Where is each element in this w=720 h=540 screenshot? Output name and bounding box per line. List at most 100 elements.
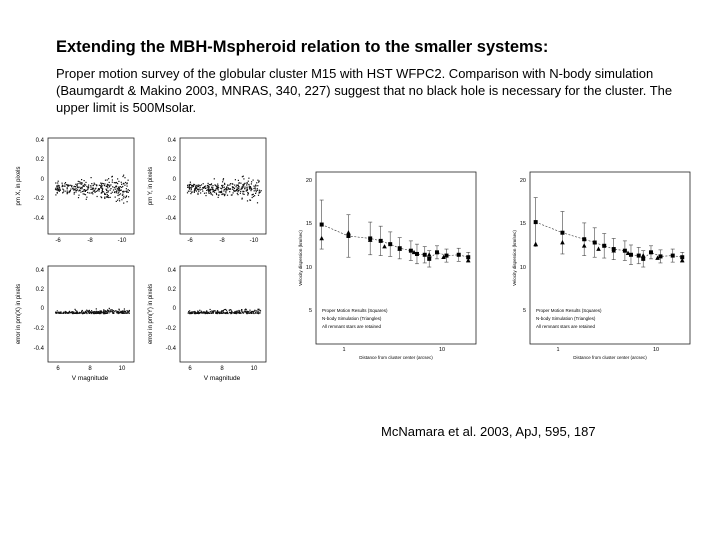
scatter-point <box>203 192 206 194</box>
scatter-point <box>216 193 218 196</box>
square-point <box>592 240 597 245</box>
scatter-point <box>96 184 98 186</box>
tr-xtick: -10 <box>250 238 259 244</box>
scatter-point <box>195 187 197 189</box>
scatter-point <box>95 308 97 310</box>
square-point <box>346 233 351 238</box>
scatter-point <box>202 311 204 313</box>
scatter-point <box>67 185 69 187</box>
scatter-point <box>194 184 196 186</box>
scatter-point <box>122 175 124 178</box>
scatter-point <box>190 187 192 189</box>
scatter-point <box>242 312 245 314</box>
scatter-point <box>224 312 226 314</box>
scatter-point <box>249 199 251 201</box>
scatter-point <box>105 185 107 187</box>
scatter-point <box>122 190 124 192</box>
scatter-point <box>83 193 85 195</box>
scatter-point <box>81 190 84 193</box>
scatter-point <box>73 191 75 194</box>
scatter-point <box>209 312 211 314</box>
scatter-point <box>220 312 222 314</box>
scatter-point <box>106 185 108 187</box>
scatter-point <box>113 312 115 314</box>
scatter-point <box>233 187 236 190</box>
scatter-point <box>256 202 259 204</box>
scatter-point <box>257 179 259 181</box>
scatter-point <box>229 309 231 311</box>
scatter-point <box>75 191 77 193</box>
scatter-point <box>66 312 68 314</box>
scatter-point <box>128 310 130 312</box>
scatter-point <box>248 186 250 189</box>
scatter-point <box>100 183 103 185</box>
scatter-point <box>106 312 108 314</box>
scatter-point <box>86 185 88 188</box>
scatter-point <box>226 188 228 190</box>
scatter-point <box>77 187 79 189</box>
scatter-point <box>57 189 59 191</box>
square-point <box>408 248 413 253</box>
proper-motion-scatter-panels: 0.4 0.2 0 -0.2 -0.4 0.4 0.2 0 -0.2 -0.4 … <box>16 137 267 382</box>
scatter-point <box>57 180 59 182</box>
square-point <box>388 242 393 247</box>
scatter-point <box>94 191 96 193</box>
br-xtick: 10 <box>251 366 258 372</box>
scatter-point <box>241 187 243 189</box>
scatter-point <box>113 187 115 189</box>
scatter-point <box>119 193 122 195</box>
scatter-point <box>116 181 118 184</box>
scatter-point <box>238 312 240 314</box>
scatter-point <box>188 312 190 314</box>
scatter-point <box>235 186 237 188</box>
scatter-point <box>126 190 128 192</box>
scatter-point <box>231 310 233 312</box>
scatter-point <box>87 187 89 189</box>
scatter-point <box>116 311 118 313</box>
scatter-point <box>80 182 82 184</box>
scatter-point <box>242 312 244 314</box>
scatter-point <box>121 199 123 201</box>
scatter-point <box>229 312 231 314</box>
scatter-point <box>125 196 127 198</box>
scatter-point <box>229 183 232 185</box>
scatter-point <box>189 190 191 192</box>
scatter-point <box>114 186 117 188</box>
scatter-point <box>224 182 226 184</box>
scatter-point <box>192 311 194 313</box>
scatter-point <box>117 194 119 197</box>
scatter-point <box>190 311 192 313</box>
scatter-point <box>225 190 227 192</box>
scatter-point <box>63 189 65 191</box>
scatter-point <box>90 185 92 187</box>
scatter-point <box>225 189 227 191</box>
scatter-point <box>89 312 91 314</box>
tl-ylabel: pm X, in pixels <box>16 166 22 205</box>
scatter-point <box>92 312 94 315</box>
scatter-point <box>242 185 244 187</box>
scatter-point <box>226 187 228 189</box>
scatter-point <box>236 184 239 186</box>
scatter-point <box>235 312 237 314</box>
triangle-point <box>581 243 587 248</box>
scatter-point <box>92 312 94 314</box>
scatter-point <box>60 311 62 313</box>
scatter-point <box>104 192 106 194</box>
scatter-point <box>98 311 100 314</box>
scatter-point <box>106 179 108 181</box>
scatter-point <box>209 311 211 313</box>
scatter-point <box>241 197 243 199</box>
scatter-point <box>73 185 75 187</box>
scatter-point <box>104 193 107 195</box>
scatter-point <box>226 312 228 314</box>
scatter-point <box>250 190 252 192</box>
scatter-point <box>242 175 244 177</box>
bl-ytick: 0 <box>41 306 45 312</box>
scatter-point <box>212 187 214 189</box>
scatter-point <box>122 311 124 313</box>
dr-xtick: 10 <box>653 347 659 353</box>
scatter-point <box>66 184 68 186</box>
scatter-point <box>209 191 212 194</box>
scatter-point <box>256 310 258 312</box>
br-ytick: 0.4 <box>168 268 177 274</box>
